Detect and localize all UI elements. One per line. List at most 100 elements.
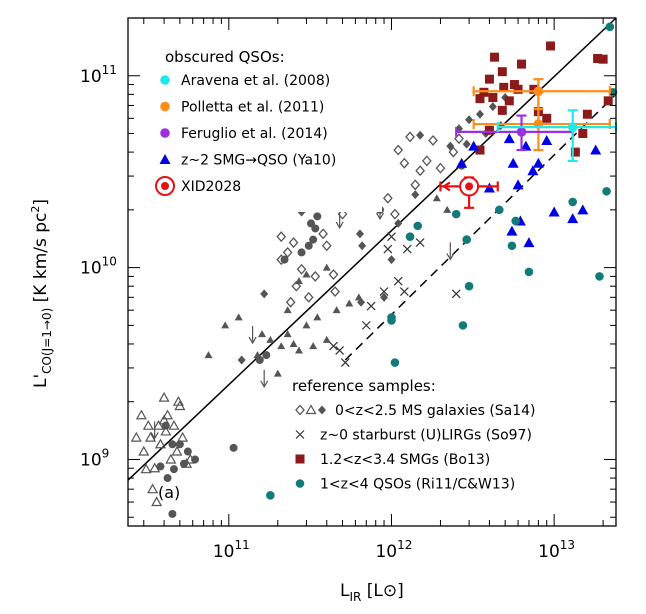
point-circle-errorbar-0 <box>455 114 574 152</box>
point-triangle-6-shape <box>527 165 539 176</box>
point-open-triangle-3 <box>140 463 152 474</box>
point-square-9-shape <box>529 84 539 94</box>
point-triangle-7-shape <box>532 157 544 168</box>
point-open-triangle-8 <box>151 496 163 507</box>
point-filled-triangle-8-shape <box>283 330 292 338</box>
point-filled-circle-7-shape <box>179 459 188 468</box>
point-open-triangle-15 <box>168 419 180 430</box>
point-circle-16-shape <box>595 272 604 281</box>
point-filled-diamond-1-shape <box>260 289 269 299</box>
legend-bottom-entry: z~0 starburst (U)LIRGs (So97) <box>295 428 532 444</box>
point-triangle-10-shape <box>523 237 535 248</box>
point-open-diamond-5-shape <box>303 291 314 303</box>
point-cross-2-shape <box>340 358 350 367</box>
point-open-triangle-20 <box>158 391 170 402</box>
point-open-diamond-9-shape <box>328 269 339 281</box>
point-square-4-shape <box>499 82 509 92</box>
point-square-4 <box>499 82 509 92</box>
point-filled-circle-0 <box>156 462 165 471</box>
point-filled-circle-10-shape <box>229 443 238 452</box>
point-cross-7 <box>387 232 396 242</box>
legend-bottom-label: 1.2<z<3.4 SMGs (Bo13) <box>320 452 490 468</box>
point-open-triangle-0-shape <box>130 431 142 442</box>
point-square-6-shape <box>509 80 519 90</box>
point-square-0 <box>490 52 500 62</box>
point-open-triangle-5-shape <box>144 431 157 442</box>
point-circle-7 <box>462 235 472 244</box>
point-circle-3 <box>390 358 400 367</box>
point-triangle-0-shape <box>468 140 480 151</box>
point-circle-errorbar-0-marker <box>567 122 578 132</box>
point-filled-diamond-22-shape <box>358 241 367 251</box>
point-cross-9-shape <box>399 287 409 297</box>
point-filled-diamond-22 <box>358 241 367 251</box>
point-cross-6-shape <box>383 244 393 254</box>
point-filled-circle-1-shape <box>161 421 170 430</box>
legend-bottom-marker-shape <box>295 479 305 488</box>
legend-top-label: Feruglio et al. (2014) <box>181 126 328 142</box>
point-cross-2 <box>340 358 350 367</box>
legend-top-marker <box>160 101 170 112</box>
point-open-triangle-10 <box>154 438 166 449</box>
point-filled-diamond-20 <box>462 139 471 149</box>
point-filled-diamond-21-shape <box>394 218 403 228</box>
point-circle-13 <box>524 267 534 277</box>
y-axis-label: L'CO(J=1→0) [K km/s pc2] <box>29 199 54 388</box>
point-upper-limit-arrow-5-head <box>446 253 455 261</box>
legend-bottom-entry: 0<z<2.5 MS galaxies (Sa14) <box>295 403 536 419</box>
point-circle-14-shape <box>568 197 577 207</box>
point-filled-diamond-15-shape <box>488 102 497 112</box>
legend-bottom-label: z~0 starburst (U)LIRGs (So97) <box>320 428 532 444</box>
series-cross <box>329 232 461 367</box>
point-open-triangle-16-shape <box>171 445 183 456</box>
point-cross-5-shape <box>379 287 389 297</box>
point-open-diamond-27-shape <box>435 162 446 174</box>
point-upper-limit-arrow-3-head <box>335 221 344 230</box>
point-filled-triangle-19-shape <box>443 205 452 213</box>
point-filled-diamond-10-shape <box>411 190 420 200</box>
point-square-16-shape <box>497 105 507 115</box>
point-cross-11-shape <box>415 238 425 248</box>
point-triangle-14 <box>567 213 579 224</box>
point-target-errorbar-0 <box>439 176 499 209</box>
legend-top-marker <box>159 154 171 164</box>
point-open-diamond-1 <box>282 246 293 258</box>
point-filled-circle-13 <box>311 224 320 233</box>
point-square-12-shape <box>546 41 556 51</box>
point-square-17 <box>570 147 580 157</box>
point-triangle-16 <box>590 144 602 155</box>
point-square-13-shape <box>475 145 485 155</box>
point-filled-triangle-4 <box>258 330 267 338</box>
point-open-diamond-23 <box>410 179 421 191</box>
point-square-8 <box>517 59 527 69</box>
point-open-triangle-18-shape <box>177 431 189 442</box>
point-circle-18-shape <box>605 22 615 32</box>
point-upper-limit-arrow-2 <box>260 369 269 389</box>
point-filled-triangle-23 <box>322 263 331 271</box>
point-filled-diamond-0-shape <box>237 355 246 365</box>
point-filled-triangle-6-shape <box>273 369 282 377</box>
point-upper-limit-arrow-4-head <box>375 212 385 221</box>
point-triangle-13-shape <box>577 204 589 215</box>
point-filled-triangle-15 <box>332 306 341 314</box>
point-cross-0-shape <box>329 341 338 351</box>
point-filled-triangle-1-shape <box>221 321 230 329</box>
point-triangle-4-shape <box>512 179 524 190</box>
legend-bottom-marker-shape <box>295 454 305 464</box>
point-open-diamond-4 <box>296 263 307 275</box>
point-filled-triangle-0 <box>204 351 213 359</box>
point-circle-12-shape <box>511 216 520 226</box>
point-open-triangle-1 <box>135 409 147 420</box>
point-square-23-shape <box>475 94 485 104</box>
legend-bottom-label: 0<z<2.5 MS galaxies (Sa14) <box>335 403 536 419</box>
point-open-diamond-30-shape <box>276 231 287 243</box>
point-open-diamond-29 <box>454 133 464 145</box>
point-circle-6-shape <box>451 209 461 219</box>
point-square-18 <box>578 129 588 139</box>
legend-top-label: Polletta et al. (2011) <box>181 100 324 116</box>
point-filled-circle-2 <box>163 474 172 483</box>
point-filled-triangle-9-shape <box>289 339 298 347</box>
point-cross-10-shape <box>402 244 412 254</box>
point-filled-circle-5-shape <box>169 465 178 474</box>
point-open-diamond-28 <box>448 146 459 158</box>
